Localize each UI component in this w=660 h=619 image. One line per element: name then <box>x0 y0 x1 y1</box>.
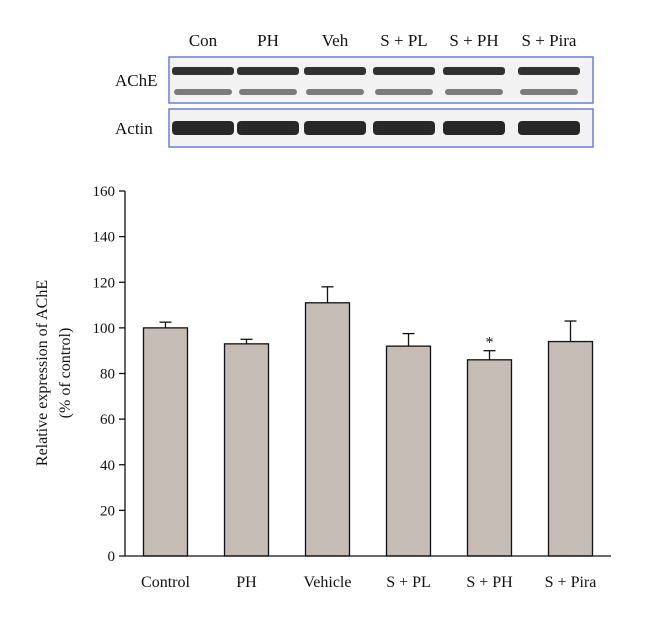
blot-band-lower <box>520 89 578 95</box>
blot-band-actin <box>304 121 366 135</box>
blot-band-actin <box>373 121 435 135</box>
bar-s-ph <box>466 359 513 557</box>
blot-band-upper <box>237 67 299 75</box>
western-blot-panel: Con PH Veh S + PL S + PH S + Pira AChE Actin <box>115 31 594 148</box>
blot-row-label-actin: Actin <box>115 119 153 138</box>
blot-band-upper <box>373 67 435 75</box>
blot-band-actin <box>237 121 299 135</box>
y-tick-label: 80 <box>100 367 115 383</box>
blot-band-upper <box>172 67 234 75</box>
bars <box>142 302 594 557</box>
y-tick-label: 0 <box>108 549 116 565</box>
blot-lane-labels: Con PH Veh S + PL S + PH S + Pira <box>189 31 577 50</box>
blot-band-lower <box>445 89 503 95</box>
significance-marks: * <box>486 335 494 352</box>
bar-chart: * 0 20 40 60 80 100 120 140 160 Control PH Vehicle… <box>34 184 611 591</box>
blot-band-lower <box>239 89 297 95</box>
x-tick-label-s-pl: S + PL <box>386 574 431 591</box>
significance-mark-s-ph: * <box>486 335 494 352</box>
bar-ph <box>223 343 270 557</box>
y-tick-label: 120 <box>93 275 116 291</box>
y-axis-title-line1: Relative expression of AChE <box>34 280 51 466</box>
y-axis: 0 20 40 60 80 100 120 140 160 <box>93 184 126 565</box>
blot-lane-label-s-ph: S + PH <box>449 31 498 50</box>
y-tick-label: 20 <box>100 503 115 519</box>
y-tick-label: 140 <box>93 230 116 246</box>
bar-vehicle <box>304 302 351 557</box>
x-category-labels: Control PH Vehicle S + PL S + PH S + Pira <box>141 574 596 591</box>
blot-lane-label-con: Con <box>189 31 218 50</box>
blot-rows: AChE Actin <box>115 56 594 148</box>
x-tick-label-ph: PH <box>236 574 257 591</box>
blot-lane-label-veh: Veh <box>322 31 349 50</box>
blot-frame-ache <box>168 56 594 104</box>
y-tick-label: 60 <box>100 412 115 428</box>
error-bars <box>159 286 577 360</box>
blot-band-lower <box>306 89 364 95</box>
x-tick-label-s-pira: S + Pira <box>545 574 597 591</box>
blot-lane-label-s-pl: S + PL <box>380 31 427 50</box>
x-tick-label-control: Control <box>141 574 190 591</box>
blot-band-upper <box>518 67 580 75</box>
blot-band-actin <box>443 121 505 135</box>
blot-band-lower <box>375 89 433 95</box>
y-axis-title-line2: (% of control) <box>57 328 74 419</box>
blot-band-actin <box>518 121 580 135</box>
blot-lane-label-s-pira: S + Pira <box>522 31 577 50</box>
blot-row-label-ache: AChE <box>115 71 158 90</box>
blot-band-lower <box>174 89 232 95</box>
y-tick-label: 40 <box>100 458 115 474</box>
blot-band-actin <box>172 121 234 135</box>
blot-band-upper <box>443 67 505 75</box>
y-tick-label: 100 <box>93 321 116 337</box>
x-tick-label-vehicle: Vehicle <box>304 574 352 591</box>
bar-s-pl <box>385 345 432 557</box>
x-tick-label-s-ph: S + PH <box>466 574 513 591</box>
blot-band-upper <box>304 67 366 75</box>
blot-lane-label-ph: PH <box>257 31 279 50</box>
y-tick-label: 160 <box>93 184 116 200</box>
bar-control <box>142 327 189 557</box>
bar-s-pira <box>547 340 594 557</box>
